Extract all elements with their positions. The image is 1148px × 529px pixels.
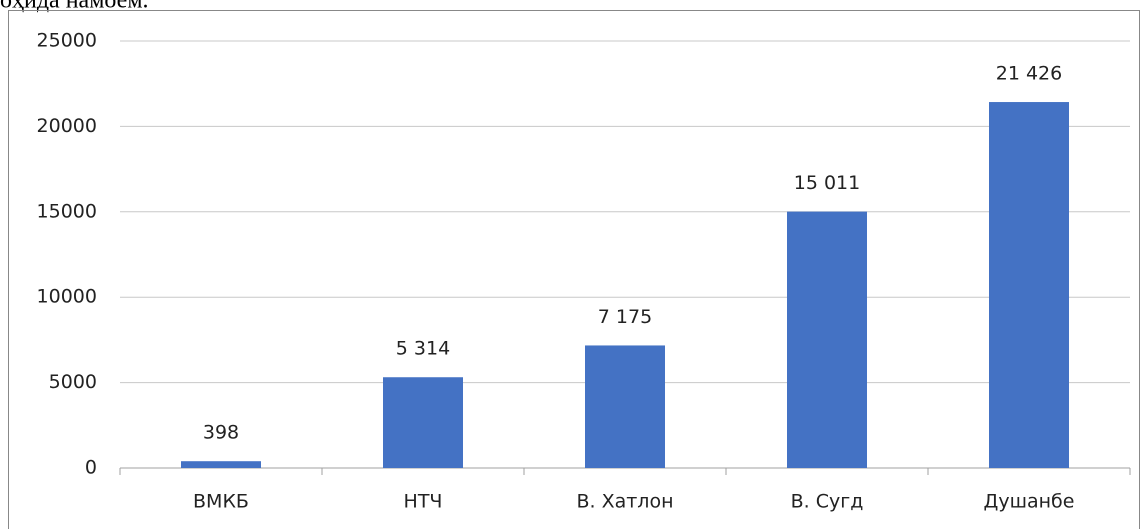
page-text: оҳида намоем.: [0, 0, 149, 14]
data-label: 15 011: [794, 172, 860, 194]
data-label: 7 175: [598, 306, 652, 328]
y-tick-label: 5000: [49, 371, 97, 393]
bar: [787, 211, 867, 468]
y-tick-label: 20000: [37, 115, 97, 137]
x-tick-label: В. Хатлон: [576, 491, 673, 513]
y-tick-label: 15000: [37, 200, 97, 222]
data-label: 5 314: [396, 338, 450, 360]
x-tick-label: ВМКБ: [193, 491, 249, 513]
data-label: 398: [203, 422, 239, 444]
x-tick-label: НТЧ: [404, 491, 443, 513]
bar: [181, 461, 261, 468]
x-tick-label: Душанбе: [984, 491, 1075, 513]
x-tick-label: В. Сугд: [791, 491, 864, 513]
data-label: 21 426: [996, 63, 1062, 85]
y-tick-label: 10000: [37, 286, 97, 308]
bar: [989, 102, 1069, 469]
bar: [585, 345, 665, 468]
y-tick-label: 25000: [37, 30, 97, 52]
bar: [383, 377, 463, 468]
chart-frame: [8, 10, 1140, 529]
y-tick-label: 0: [85, 457, 97, 479]
